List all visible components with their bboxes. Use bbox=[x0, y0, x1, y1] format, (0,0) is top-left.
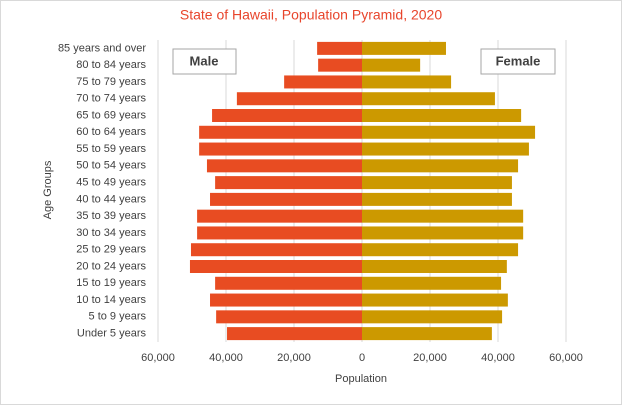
y-tick-label: 30 to 34 years bbox=[76, 227, 146, 239]
legend-label: Male bbox=[190, 53, 219, 68]
y-tick-label: 45 to 49 years bbox=[76, 177, 146, 189]
grid: 60,000 40,000 20,000 0 20,000 40,000 60,000 85 … bbox=[58, 40, 583, 364]
bar bbox=[199, 125, 362, 139]
x-tick-label: 40,000 bbox=[209, 352, 243, 364]
x-tick-label: 60,000 bbox=[141, 352, 175, 364]
x-tick-label: 60,000 bbox=[549, 352, 583, 364]
y-tick-label: 65 to 69 years bbox=[76, 109, 146, 121]
y-tick-label: 5 to 9 years bbox=[89, 311, 147, 323]
bar bbox=[362, 41, 446, 55]
bar bbox=[362, 327, 492, 341]
bar bbox=[197, 226, 362, 240]
bar bbox=[210, 293, 362, 307]
y-tick-label: 85 years and over bbox=[58, 42, 146, 54]
y-tick-label: 25 to 29 years bbox=[76, 244, 146, 256]
y-tick-label: 40 to 44 years bbox=[76, 193, 146, 205]
bar bbox=[189, 260, 362, 273]
bar bbox=[236, 92, 362, 106]
y-tick-label: 70 to 74 years bbox=[76, 93, 146, 105]
bar bbox=[190, 243, 362, 257]
bar bbox=[362, 176, 512, 190]
bar bbox=[317, 41, 362, 55]
bar bbox=[362, 276, 502, 290]
bar bbox=[362, 310, 503, 324]
x-tick-label: 40,000 bbox=[481, 352, 515, 364]
bar bbox=[318, 58, 362, 72]
x-tick-label: 20,000 bbox=[413, 352, 447, 364]
chart-title: State of Hawaii, Population Pyramid, 202… bbox=[180, 7, 442, 23]
bar bbox=[199, 142, 362, 156]
legend-box bbox=[480, 48, 556, 75]
bar bbox=[362, 226, 524, 240]
bar bbox=[362, 75, 452, 89]
bar bbox=[197, 209, 362, 223]
y-tick-label: 10 to 14 years bbox=[76, 294, 146, 306]
legend-label: Female bbox=[496, 53, 541, 68]
bar bbox=[362, 58, 421, 72]
x-tick-label: 0 bbox=[359, 352, 365, 364]
y-tick-label: 80 to 84 years bbox=[76, 59, 146, 71]
bar bbox=[362, 159, 519, 173]
y-tick-label: Under 5 years bbox=[77, 328, 147, 340]
y-tick-label: 15 to 19 years bbox=[76, 277, 146, 289]
bar bbox=[206, 159, 362, 173]
bar bbox=[362, 109, 522, 122]
y-tick-label: 60 to 64 years bbox=[76, 126, 146, 138]
bar bbox=[362, 260, 507, 273]
bar bbox=[216, 310, 362, 324]
y-tick-label: 50 to 54 years bbox=[76, 160, 146, 172]
y-tick-label: 20 to 24 years bbox=[76, 260, 146, 272]
bar bbox=[210, 192, 362, 206]
x-tick-label: 20,000 bbox=[277, 352, 311, 364]
legend-box bbox=[172, 48, 237, 75]
bar bbox=[227, 327, 362, 341]
bar bbox=[362, 209, 524, 223]
x-axis-title: Population bbox=[335, 373, 387, 385]
bar bbox=[362, 125, 536, 139]
bar bbox=[212, 109, 362, 122]
bar bbox=[362, 293, 508, 307]
bar bbox=[362, 142, 529, 156]
bar bbox=[362, 192, 512, 206]
bar bbox=[284, 75, 362, 89]
bar bbox=[215, 176, 362, 190]
y-tick-label: 75 to 79 years bbox=[76, 76, 146, 88]
y-axis-title: Age Groups bbox=[42, 160, 54, 219]
bar bbox=[362, 243, 519, 257]
y-tick-label: 35 to 39 years bbox=[76, 210, 146, 222]
bar bbox=[215, 276, 362, 290]
bar bbox=[362, 92, 495, 106]
bars bbox=[189, 41, 536, 341]
y-tick-label: 55 to 59 years bbox=[76, 143, 146, 155]
